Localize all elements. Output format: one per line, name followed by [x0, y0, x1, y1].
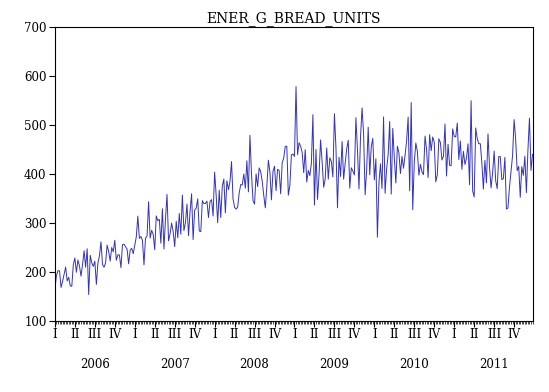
Title: ENER_G_BREAD_UNITS: ENER_G_BREAD_UNITS: [206, 11, 381, 26]
Text: 2008: 2008: [240, 358, 270, 370]
Text: 2011: 2011: [479, 358, 509, 370]
Text: 2009: 2009: [320, 358, 349, 370]
Text: 2010: 2010: [400, 358, 429, 370]
Text: 2007: 2007: [160, 358, 189, 370]
Text: 2006: 2006: [80, 358, 110, 370]
